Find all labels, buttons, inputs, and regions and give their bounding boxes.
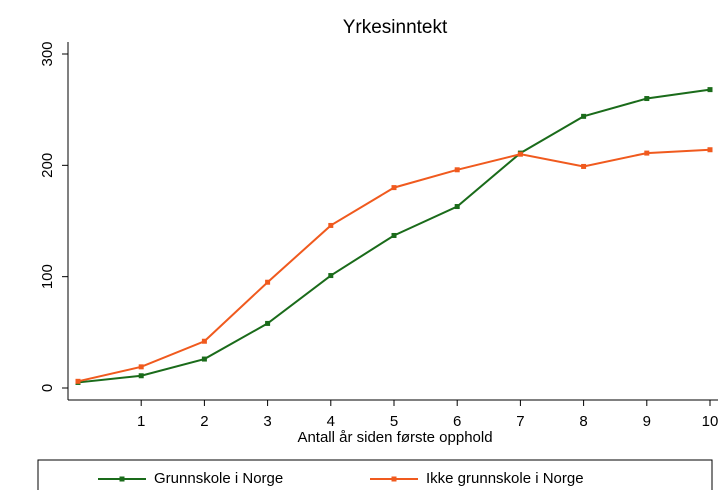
- point: [265, 279, 271, 285]
- point: [517, 151, 523, 157]
- y-tick-label: 200: [39, 153, 56, 178]
- y-tick-label: 0: [39, 384, 56, 392]
- x-tick-label: 4: [327, 413, 335, 430]
- x-tick-label: 10: [702, 413, 719, 430]
- point: [581, 163, 587, 169]
- point: [391, 232, 397, 238]
- x-tick-label: 2: [200, 413, 208, 430]
- legend-box: [37, 459, 713, 490]
- legend-marker: [119, 476, 125, 482]
- point: [328, 222, 334, 228]
- point: [707, 87, 713, 93]
- point: [138, 373, 144, 379]
- legend-label: Grunnskole i Norge: [154, 470, 283, 487]
- x-tick-label: 9: [643, 413, 651, 430]
- legend-marker: [391, 476, 397, 482]
- x-tick-label: 1: [137, 413, 145, 430]
- series-line: [77, 148, 711, 383]
- point: [391, 185, 397, 191]
- x-tick-label: 7: [516, 413, 524, 430]
- x-tick-label: 8: [579, 413, 587, 430]
- x-axis-label: Antall år siden første opphold: [297, 429, 492, 446]
- point: [581, 113, 587, 119]
- point: [201, 338, 207, 344]
- y-tick-label: 100: [39, 264, 56, 289]
- point: [201, 356, 207, 362]
- x-tick-label: 3: [263, 413, 271, 430]
- point: [454, 167, 460, 173]
- point: [644, 96, 650, 102]
- point: [707, 147, 713, 153]
- x-tick-label: 6: [453, 413, 461, 430]
- legend-label: Ikke grunnskole i Norge: [426, 470, 584, 487]
- chart-title: Yrkesinntekt: [343, 17, 448, 38]
- point: [265, 320, 271, 326]
- point: [644, 150, 650, 156]
- point: [454, 204, 460, 210]
- point: [328, 273, 334, 279]
- y-tick-label: 300: [39, 41, 56, 66]
- x-tick-label: 5: [390, 413, 398, 430]
- point: [138, 364, 144, 370]
- point: [75, 378, 81, 384]
